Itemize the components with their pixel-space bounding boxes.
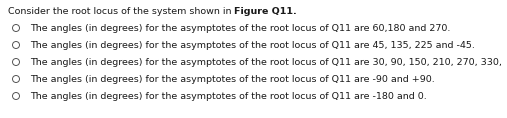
Text: The angles (in degrees) for the asymptotes of the root locus of Q11 are 30, 90, : The angles (in degrees) for the asymptot…	[30, 58, 502, 67]
Text: The angles (in degrees) for the asymptotes of the root locus of Q11 are -90 and : The angles (in degrees) for the asymptot…	[30, 75, 434, 84]
Text: The angles (in degrees) for the asymptotes of the root locus of Q11 are 60,180 a: The angles (in degrees) for the asymptot…	[30, 24, 450, 33]
Text: The angles (in degrees) for the asymptotes of the root locus of Q11 are -180 and: The angles (in degrees) for the asymptot…	[30, 92, 427, 101]
Text: Consider the root locus of the system shown in: Consider the root locus of the system sh…	[8, 7, 235, 16]
Text: The angles (in degrees) for the asymptotes of the root locus of Q11 are 45, 135,: The angles (in degrees) for the asymptot…	[30, 41, 475, 50]
Text: Figure Q11.: Figure Q11.	[235, 7, 297, 16]
